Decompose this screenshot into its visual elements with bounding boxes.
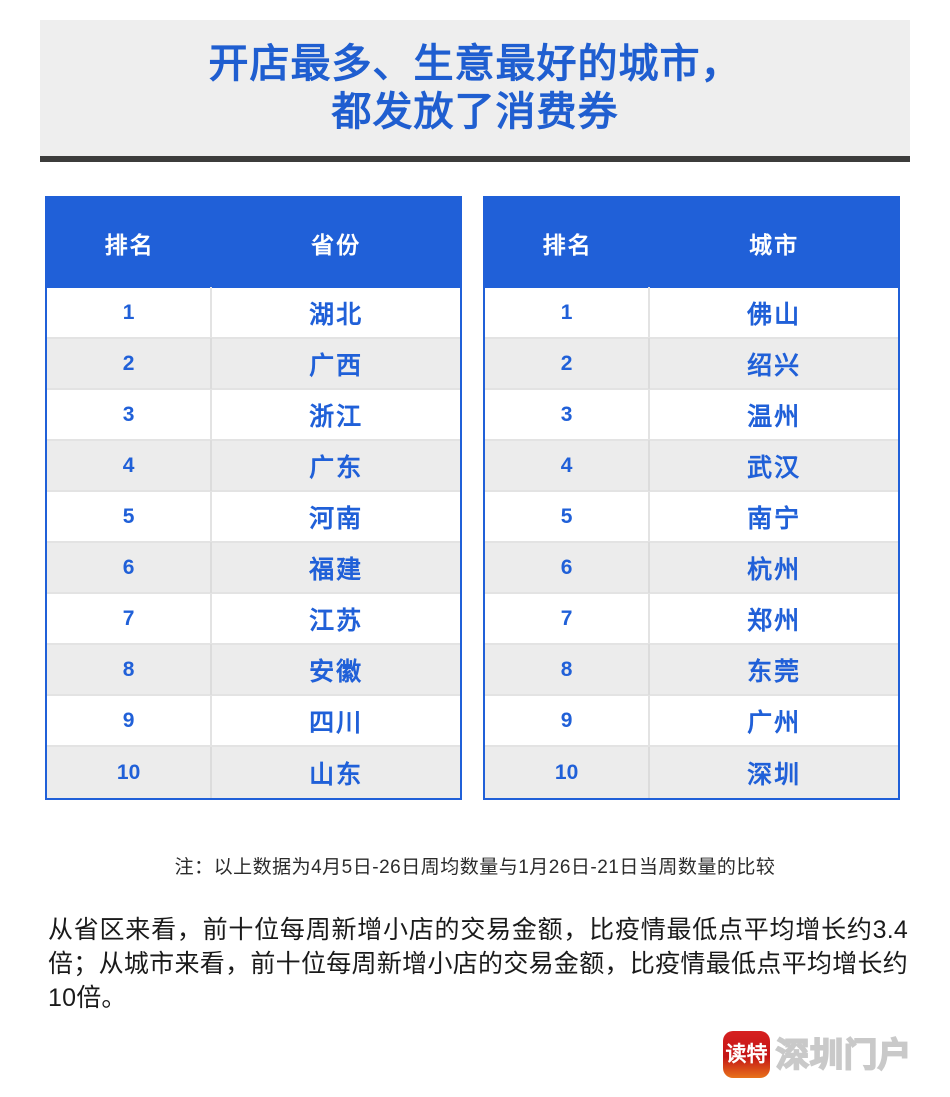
name-cell: 湖北 [309,300,364,329]
table-row[interactable]: 8 东莞 [485,644,898,696]
page-title-line-1: 开店最多、生意最好的城市， [208,42,742,86]
name-cell: 广州 [747,708,802,737]
name-cell: 江苏 [309,606,364,635]
city-table-header-row: 排名 城市 [485,198,898,288]
name-cell: 广东 [309,453,364,482]
rank-cell: 9 [485,695,651,746]
rank-cell: 4 [485,440,651,491]
shenzhen-portal-wordmark: 深圳门户 [775,1036,912,1073]
rank-cell: 1 [47,287,213,338]
table-row[interactable]: 4 武汉 [485,440,898,492]
name-cell: 郑州 [747,606,802,635]
city-ranking-table: 排名 城市 1 佛山 2 绍兴 3 温州 4 武汉 5 南宁 [483,196,900,800]
rank-cell: 3 [47,389,213,440]
body-paragraph: 从省区来看，前十位每周新增小店的交易金额，比疫情最低点平均增长约3.4倍；从城市… [48,916,908,1012]
table-row[interactable]: 9 广州 [485,695,898,747]
page-title: 开店最多、生意最好的城市， 都发放了消费券 [209,40,742,136]
province-ranking-table: 排名 省份 1 湖北 2 广西 3 浙江 4 广东 5 河南 [45,196,462,800]
rank-cell: 4 [47,440,213,491]
footer-branding: 读特 深圳门户 [723,1031,912,1078]
city-header-name: 城市 [749,232,800,258]
table-row[interactable]: 7 江苏 [47,593,460,645]
name-cell: 绍兴 [747,351,802,380]
title-banner: 开店最多、生意最好的城市， 都发放了消费券 [40,20,910,162]
name-cell: 浙江 [309,402,364,431]
name-cell: 广西 [309,351,364,380]
dute-logo-icon: 读特 [723,1031,770,1078]
rank-cell: 1 [485,287,651,338]
table-row[interactable]: 10 山东 [47,747,460,798]
name-cell: 安徽 [309,657,364,686]
table-row[interactable]: 3 浙江 [47,389,460,441]
rank-cell: 8 [485,644,651,695]
name-cell: 东莞 [747,657,802,686]
name-cell: 四川 [309,708,364,737]
table-row[interactable]: 3 温州 [485,389,898,441]
province-header-name: 省份 [311,232,362,258]
rank-cell: 6 [47,542,213,593]
name-cell: 山东 [309,760,364,789]
table-row[interactable]: 6 福建 [47,542,460,594]
rank-cell: 7 [485,593,651,644]
rank-cell: 7 [47,593,213,644]
name-cell: 杭州 [747,555,802,584]
rank-cell: 10 [485,747,651,798]
name-cell: 温州 [747,402,802,431]
table-row[interactable]: 6 杭州 [485,542,898,594]
name-cell: 河南 [309,504,364,533]
table-row[interactable]: 10 深圳 [485,747,898,798]
name-cell: 佛山 [747,300,802,329]
page-title-line-2: 都发放了消费券 [331,90,619,134]
name-cell: 福建 [309,555,364,584]
rank-cell: 2 [485,338,651,389]
rank-cell: 6 [485,542,651,593]
table-row[interactable]: 2 广西 [47,338,460,390]
table-row[interactable]: 1 佛山 [485,287,898,339]
rank-cell: 2 [47,338,213,389]
rank-cell: 8 [47,644,213,695]
city-header-rank: 排名 [542,232,593,258]
table-row[interactable]: 5 河南 [47,491,460,543]
province-table-header-row: 排名 省份 [47,198,460,288]
rank-cell: 9 [47,695,213,746]
table-row[interactable]: 4 广东 [47,440,460,492]
table-row[interactable]: 2 绍兴 [485,338,898,390]
rank-cell: 3 [485,389,651,440]
table-row[interactable]: 5 南宁 [485,491,898,543]
table-row[interactable]: 8 安徽 [47,644,460,696]
table-row[interactable]: 9 四川 [47,695,460,747]
rank-cell: 10 [47,747,213,798]
table-row[interactable]: 7 郑州 [485,593,898,645]
rank-cell: 5 [485,491,651,542]
data-source-note: 注：以上数据为4月5日-26日周均数量与1月26日-21日当周数量的比较 [174,857,776,878]
name-cell: 深圳 [747,760,802,789]
name-cell: 武汉 [747,453,802,482]
province-header-rank: 排名 [104,232,155,258]
name-cell: 南宁 [747,504,802,533]
table-row[interactable]: 1 湖北 [47,287,460,339]
ranking-tables: 排名 省份 1 湖北 2 广西 3 浙江 4 广东 5 河南 [45,196,900,800]
rank-cell: 5 [47,491,213,542]
